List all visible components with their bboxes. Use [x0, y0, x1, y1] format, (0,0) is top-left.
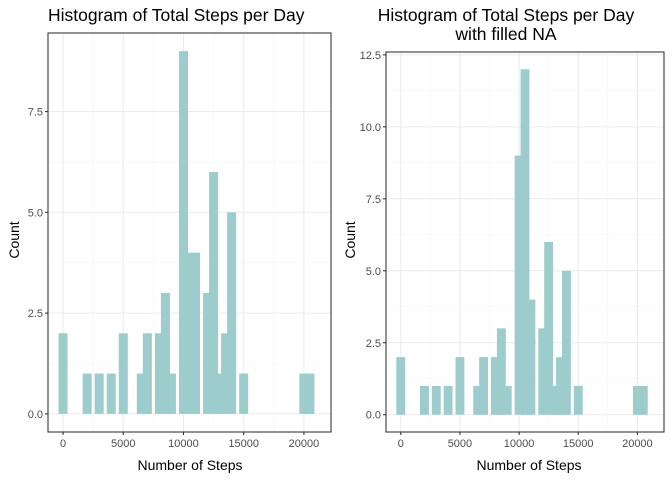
x-axis-title: Number of Steps	[476, 457, 581, 473]
histogram-bar	[479, 357, 489, 415]
histogram-bar	[191, 252, 201, 414]
histogram-bar	[215, 373, 225, 414]
y-tick-label: 2.5	[28, 308, 43, 320]
x-tick-label: 5000	[111, 438, 135, 450]
histogram-bar	[561, 270, 571, 415]
y-tick-label: 5.0	[28, 207, 43, 219]
histogram-bar	[142, 333, 152, 414]
histogram-bar	[58, 333, 68, 414]
histogram-bar	[502, 385, 512, 415]
x-axis-title: Number of Steps	[137, 457, 242, 473]
y-tick-label: 10.0	[360, 122, 381, 134]
histogram-bar	[160, 292, 170, 414]
x-tick-label: 10000	[168, 438, 199, 450]
y-tick-label: 7.5	[366, 194, 381, 206]
y-tick-label: 0.0	[28, 409, 43, 421]
histogram-bar	[638, 385, 648, 415]
histogram-bar	[496, 328, 506, 415]
y-tick-label: 7.5	[28, 107, 43, 119]
x-tick-label: 10000	[504, 438, 535, 450]
histogram-bar	[420, 385, 429, 415]
y-axis-title: Count	[6, 221, 22, 258]
histogram-bar	[227, 212, 237, 414]
histogram-bar	[203, 292, 213, 414]
histogram-bar	[455, 357, 465, 415]
histogram-bar	[544, 242, 554, 415]
histogram-bar	[94, 373, 104, 414]
histogram-bar	[209, 172, 219, 414]
y-axis-title: Count	[342, 221, 358, 258]
plot-panel: 0 5000 10000 15000 20000 0.0 2.5 5.0 7.5	[28, 32, 332, 450]
histogram-bar	[305, 373, 315, 414]
panel-border	[385, 51, 665, 433]
histogram-bar	[556, 357, 565, 415]
histogram-bar	[299, 373, 309, 414]
x-tick-label: 0	[398, 438, 404, 450]
histogram-bar	[538, 328, 548, 415]
x-tick-label: 15000	[563, 438, 594, 450]
chart-title-line-1: Histogram of Total Steps per Day	[48, 5, 305, 25]
y-tick-label: 12.5	[360, 50, 381, 62]
chart-title-line-2: with filled NA	[454, 24, 556, 44]
x-tick-label: 15000	[228, 438, 259, 450]
chart-right: Histogram of Total Steps per Day with fi…	[342, 5, 665, 473]
histogram-bar	[221, 333, 231, 414]
histogram-bar	[82, 373, 92, 414]
histogram-bar	[136, 373, 146, 414]
histogram-bar	[573, 385, 583, 415]
chart-left: Histogram of Total Steps per Day 0 5000 10…	[6, 5, 332, 473]
y-tick-label: 2.5	[366, 338, 381, 350]
histogram-bar	[550, 385, 560, 415]
histogram-bar	[520, 69, 530, 415]
x-tick-label: 5000	[448, 438, 472, 450]
x-tick-label: 20000	[289, 438, 320, 450]
x-tick-label: 0	[60, 438, 66, 450]
histogram-bar	[632, 385, 642, 415]
histogram-bar	[118, 333, 128, 414]
histogram-bar	[473, 385, 483, 415]
x-tick-label: 20000	[622, 438, 653, 450]
panel-border	[47, 32, 332, 433]
histogram-bar	[431, 385, 441, 415]
histogram-bar	[106, 373, 116, 414]
y-tick-label: 0.0	[366, 410, 381, 422]
plot-panel: 0 5000 10000 15000 20000 0.0 2.5 5.0 7.5 10.0 12.5	[360, 50, 665, 450]
histogram-bar	[154, 333, 164, 414]
histogram-bar	[443, 385, 453, 415]
histogram-bar	[526, 299, 536, 415]
chart-title-line-1: Histogram of Total Steps per Day	[378, 5, 635, 25]
histogram-bar	[514, 155, 524, 415]
histogram-bar	[396, 357, 406, 415]
histogram-bar	[239, 373, 249, 414]
histogram-bar	[166, 373, 176, 414]
histogram-bar	[490, 357, 500, 415]
histogram-bar	[184, 252, 195, 414]
y-tick-label: 5.0	[366, 266, 381, 278]
histogram-bar	[178, 51, 188, 414]
